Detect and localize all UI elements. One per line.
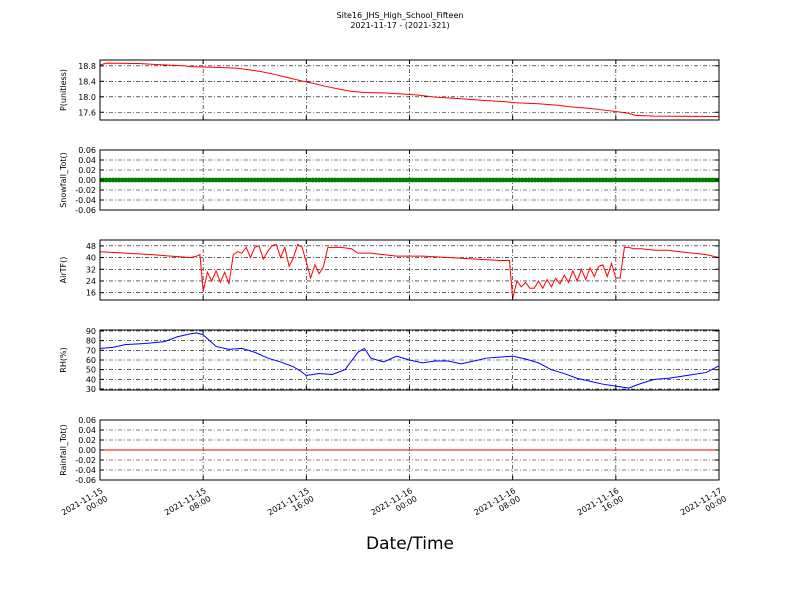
y-tick-label: -0.04: [75, 466, 96, 475]
x-tick-label: 2021-11-1500:00: [60, 486, 109, 525]
y-tick-label: 70: [86, 346, 96, 355]
x-tick-label: 2021-11-1600:00: [369, 486, 418, 525]
y-tick-label: 16: [86, 289, 96, 298]
y-tick-label: 18.4: [78, 77, 96, 86]
y-axis-label: AirTF(): [59, 257, 68, 284]
y-tick-label: -0.06: [75, 476, 96, 485]
y-tick-label: -0.02: [75, 186, 96, 195]
y-tick-label: 50: [86, 366, 96, 375]
y-tick-label: 18.8: [78, 62, 96, 71]
y-tick-label: 18.0: [78, 93, 96, 102]
y-tick-label: 32: [86, 265, 96, 274]
y-tick-label: 0.06: [78, 146, 96, 155]
y-tick-label: 0.02: [78, 436, 96, 445]
x-tick-label: 2021-11-1608:00: [472, 486, 521, 525]
panel-3: 16 24 32 40 48 AirTF(): [59, 239, 720, 301]
series-1: [100, 177, 719, 183]
x-tick-label: 2021-11-1700:00: [679, 486, 728, 525]
y-tick-label: 60: [86, 356, 96, 365]
panel-2: -0.06-0.04-0.020.000.020.040.06 Snowfall_…: [59, 146, 720, 215]
y-tick-label: 0.02: [78, 166, 96, 175]
x-tick-label: 2021-11-1616:00: [576, 486, 625, 525]
y-tick-label: 0.06: [78, 416, 96, 425]
shared-x-axis: 2021-11-1500:00 2021-11-1508:00 2021-11-15…: [60, 486, 728, 525]
y-tick-label: 40: [86, 254, 96, 263]
y-tick-label: 0.00: [78, 446, 96, 455]
y-tick-label: -0.02: [75, 456, 96, 465]
x-axis-label: Date/Time: [366, 534, 454, 554]
x-tick-label: 2021-11-1516:00: [266, 486, 315, 525]
y-tick-label: 80: [86, 337, 96, 346]
series-line-1: [100, 243, 719, 299]
series-line-1: [100, 332, 719, 389]
series-line-1: [100, 62, 719, 118]
chart-subtitle: 2021-11-17 - (2021-321): [350, 21, 450, 30]
y-tick-label: -0.04: [75, 196, 96, 205]
y-axis-label: Rainfall_Tot(): [59, 424, 68, 476]
y-tick-label: 0.00: [78, 176, 96, 185]
y-tick-label: 90: [86, 327, 96, 336]
y-axis-label: RH(%): [59, 347, 68, 372]
y-tick-label: 30: [86, 385, 96, 394]
y-tick-label: 0.04: [78, 156, 96, 165]
panel-1: 17.6 18.0 18.4 18.8 P(unitless): [59, 59, 720, 121]
y-tick-label: 40: [86, 375, 96, 384]
x-tick-label: 2021-11-1508:00: [163, 486, 212, 525]
y-axis-label: Snowfall_Tot(): [59, 152, 68, 208]
y-tick-label: -0.06: [75, 206, 96, 215]
panels-group: 17.618.018.418.8P(unitless)-0.06-0.04-0.…: [59, 59, 720, 485]
y-tick-label: 17.6: [78, 108, 96, 117]
y-tick-label: 0.04: [78, 426, 96, 435]
y-axis-label: P(unitless): [59, 69, 68, 111]
y-tick-label: 24: [86, 277, 96, 286]
chart-title: Site16_JHS_High_School_Fifteen: [336, 11, 464, 20]
y-tick-label: 48: [86, 242, 96, 251]
panel-5: -0.06-0.04-0.020.000.020.040.06 Rainfall_…: [59, 416, 720, 485]
